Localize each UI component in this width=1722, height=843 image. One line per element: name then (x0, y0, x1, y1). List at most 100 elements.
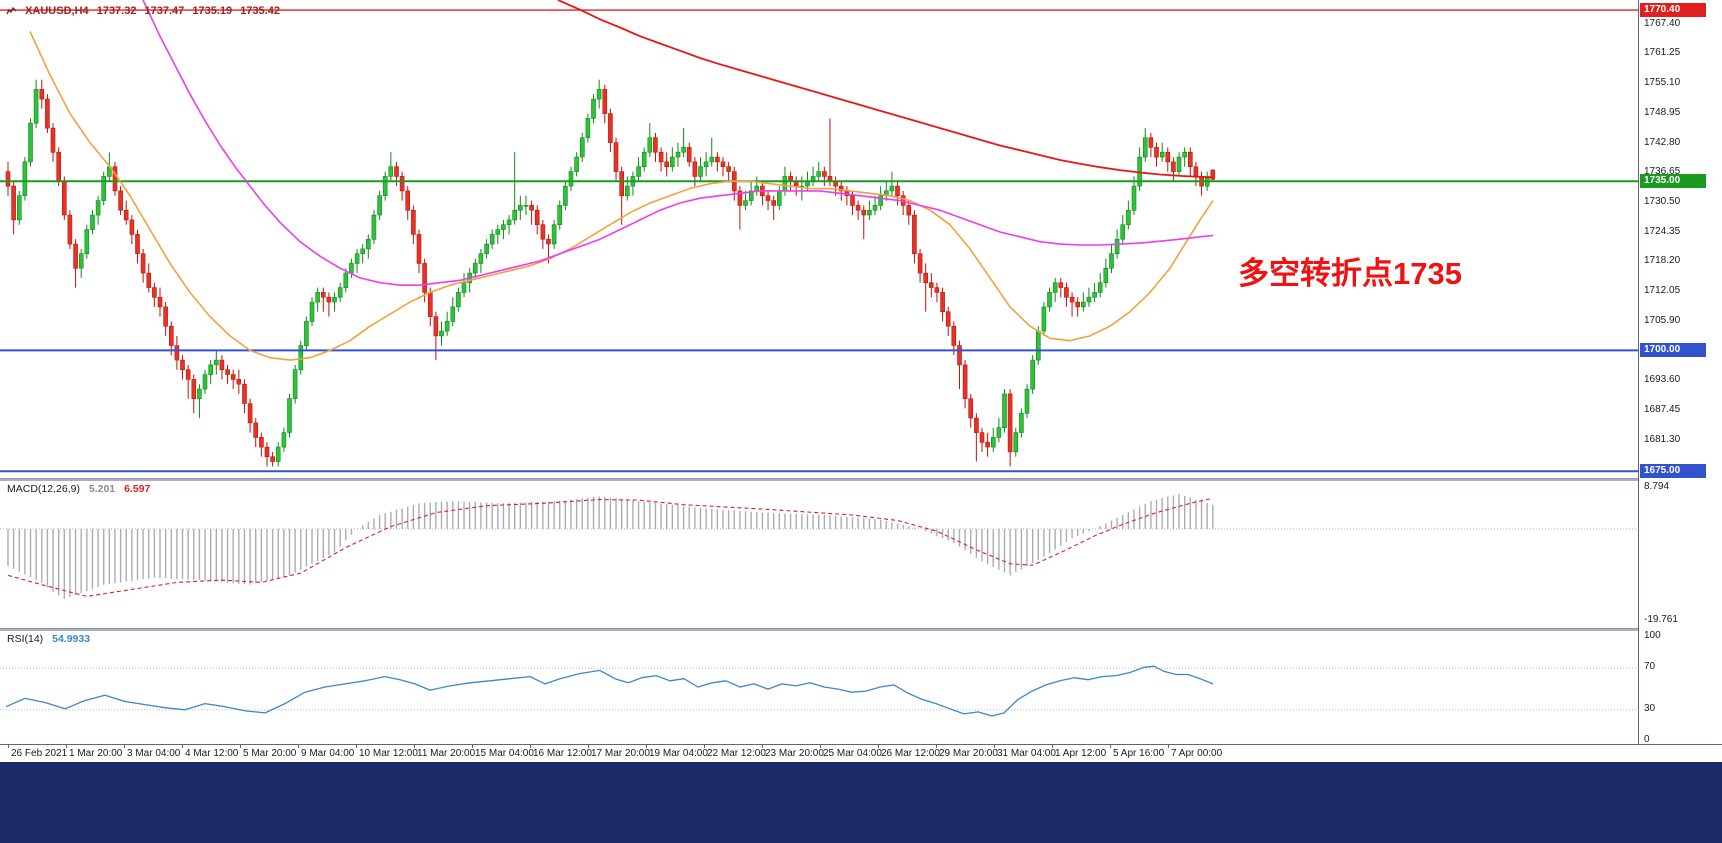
candle-body (78, 253, 84, 269)
candle-body (28, 122, 33, 163)
candle-body (399, 176, 405, 192)
panel-splitter-rsi[interactable] (0, 628, 1722, 631)
candle-body (715, 156, 720, 163)
candle-body (1176, 156, 1182, 172)
candle-body (962, 364, 968, 399)
candle-body (1069, 296, 1075, 303)
macd-name: MACD(12,26,9) (7, 483, 80, 495)
candle-body (692, 161, 698, 177)
time-tick (704, 745, 705, 748)
time-label: 23 Mar 20:00 (765, 748, 824, 759)
candle-body (1143, 137, 1148, 158)
candle-body (957, 345, 962, 366)
candle-body (1047, 292, 1052, 308)
macd-signal-line[interactable] (7, 497, 1213, 597)
candle-body (73, 243, 78, 269)
candle-body (720, 161, 726, 167)
candle-body (512, 209, 518, 221)
candle-body (259, 437, 264, 448)
time-label: 25 Mar 04:00 (823, 748, 882, 759)
ma-slow-red[interactable] (557, 0, 1214, 179)
panel-splitter-macd[interactable] (0, 478, 1722, 481)
candle-body (1171, 161, 1176, 172)
candle-body (551, 224, 557, 245)
rsi-line[interactable] (5, 665, 1214, 717)
candle-body (596, 89, 602, 100)
candle-body (484, 243, 489, 255)
candle-body (951, 325, 957, 346)
candle-body (157, 296, 163, 308)
candle-body (579, 137, 585, 158)
candle-body (298, 345, 304, 371)
chart-symbol-icon (6, 6, 17, 18)
candle-body (394, 166, 399, 177)
time-tick (298, 745, 299, 748)
price-badge: 1675.00 (1640, 464, 1706, 479)
time-tick (1110, 745, 1111, 748)
candle-body (653, 137, 658, 153)
price-tick-label: 1718.20 (1644, 255, 1681, 267)
ma-fast-orange[interactable] (29, 31, 1214, 361)
candle-body (146, 272, 152, 288)
time-label: 3 Mar 04:00 (127, 748, 181, 759)
price-tick-label: 1736.65 (1644, 166, 1681, 178)
candle-body (917, 253, 923, 274)
candle-body (540, 224, 546, 240)
candle-body (776, 190, 782, 206)
candle-body (664, 161, 670, 167)
candle-body (726, 166, 731, 172)
candle-body (940, 292, 945, 312)
annotation-text[interactable]: 多空转折点1735 (1238, 256, 1462, 291)
time-label: 7 Apr 00:00 (1171, 748, 1223, 759)
candle-body (1019, 412, 1024, 433)
candle-body (1092, 292, 1097, 298)
candle-body (1109, 253, 1114, 269)
candle-body (1103, 267, 1109, 284)
candle-body (382, 176, 388, 196)
candle-body (247, 403, 253, 424)
candle-body (67, 214, 73, 245)
candle-body (343, 272, 349, 288)
candle-body (1193, 166, 1199, 177)
candle-body (743, 200, 748, 206)
candle-body (669, 156, 675, 168)
time-label: 29 Mar 20:00 (939, 748, 998, 759)
time-tick (66, 745, 67, 748)
ma-mid-magenta[interactable] (142, 0, 1214, 286)
chart-plot-area[interactable] (0, 0, 1638, 762)
candle-body (242, 383, 247, 404)
time-tick (994, 745, 995, 748)
candle-body (180, 359, 185, 371)
candle-body (388, 166, 394, 177)
candle-body (703, 161, 709, 167)
candle-body (523, 205, 529, 207)
candle-body (1041, 306, 1047, 332)
time-tick (646, 745, 647, 748)
time-axis[interactable]: 26 Feb 2021 1 Mar 20:00 3 Mar 04:00 4 Mar 1… (0, 744, 1722, 762)
time-label: 26 Mar 12:00 (881, 748, 940, 759)
candle-body (974, 417, 979, 433)
candle-body (320, 292, 326, 298)
candle-body (411, 209, 416, 235)
candle-body (765, 195, 771, 201)
price-axis[interactable]: 1767.40 1761.25 1755.10 1748.95 1742.80 1736.… (1638, 0, 1722, 762)
candle-body (658, 151, 664, 163)
candle-body (337, 287, 343, 298)
chart-canvas[interactable] (0, 0, 1638, 762)
candle-body (934, 287, 940, 293)
candle-body (945, 311, 951, 327)
candle-body (309, 301, 315, 322)
candle-body (546, 238, 551, 245)
candle-body (427, 292, 433, 317)
candle-body (230, 374, 236, 380)
time-label: 31 Mar 04:00 (997, 748, 1056, 759)
time-label: 9 Mar 04:00 (301, 748, 355, 759)
time-label: 10 Mar 12:00 (359, 748, 418, 759)
candle-body (11, 185, 16, 221)
candle-body (123, 209, 129, 221)
candle-body (748, 190, 754, 201)
candle-body (1013, 432, 1019, 453)
candle-body (39, 89, 45, 100)
time-label: 1 Apr 12:00 (1055, 748, 1107, 759)
candle-body (377, 195, 382, 216)
